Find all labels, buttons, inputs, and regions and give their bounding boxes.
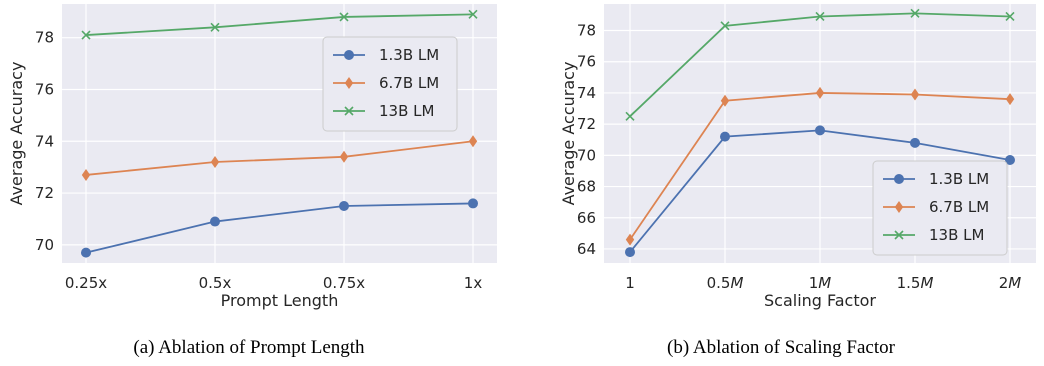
- chart-panel-scaling-factor: 64 66 68 70 72 74 76 78 1 0.5M 1M 1.5M 2M Scaling Fac…: [559, 4, 1036, 310]
- y-tick-label: 74: [35, 132, 54, 150]
- data-point-13b-lm: [720, 21, 730, 31]
- x-axis-label: Scaling Factor: [764, 291, 876, 310]
- y-tick-label: 76: [577, 53, 596, 71]
- data-point-13b-lm: [910, 8, 920, 18]
- legend-swatch-marker: [344, 106, 354, 116]
- data-point-6-7b-lm: [339, 150, 349, 163]
- data-point-13b-lm: [625, 111, 635, 121]
- data-point-13b-lm: [815, 11, 825, 22]
- series-line-13b-lm: [85, 13, 474, 36]
- legend: 1.3B LM 6.7B LM 13B LM: [872, 160, 1008, 256]
- y-axis-label: Average Accuracy: [7, 62, 26, 206]
- legend-label: 6.7B LM: [929, 198, 989, 216]
- data-point-13b-lm: [339, 12, 349, 22]
- legend-label: 6.7B LM: [379, 74, 439, 92]
- y-tick-label: 78: [577, 22, 596, 40]
- data-point-13b-lm: [81, 30, 91, 40]
- x-tick-label: 1M: [809, 274, 832, 292]
- data-point-13b-lm: [210, 22, 220, 32]
- data-point-1-3b-lm: [1005, 155, 1015, 166]
- y-tick-label: 74: [577, 84, 596, 102]
- legend-box: [322, 36, 458, 132]
- caption-a: (a) Ablation of Prompt Length: [133, 337, 365, 358]
- data-point-6-7b-lm: [210, 155, 220, 168]
- data-point-6-7b-lm: [625, 233, 635, 246]
- legend-label: 1.3B LM: [929, 170, 989, 188]
- legend-label: 13B LM: [929, 226, 984, 244]
- legend-swatch-marker: [344, 77, 354, 89]
- y-tick-label: 76: [35, 80, 54, 98]
- legend-swatch-marker: [894, 230, 904, 240]
- legend-swatch-marker: [894, 201, 904, 213]
- series-line-6-7b-lm: [85, 140, 474, 176]
- legend-swatch-marker: [344, 50, 354, 60]
- chart-panel-prompt-length: 70 72 74 76 78 0.25x 0.5x 0.75x 1x Prompt Length A…: [7, 4, 497, 310]
- y-tick-label: 78: [35, 29, 54, 47]
- data-point-13b-lm: [468, 9, 478, 19]
- caption-b: (b) Ablation of Scaling Factor: [667, 337, 896, 358]
- legend-box: [872, 160, 1008, 256]
- data-point-1-3b-lm: [468, 198, 478, 209]
- x-tick-label: 0.5x: [199, 274, 232, 292]
- x-tick-label: 0.5M: [707, 274, 744, 292]
- x-tick-label: 2M: [999, 274, 1022, 292]
- y-tick-label: 72: [35, 184, 54, 202]
- data-point-6-7b-lm: [720, 94, 730, 107]
- y-tick-label: 72: [577, 115, 596, 133]
- legend: 1.3B LM 6.7B LM 13B LM: [322, 36, 458, 132]
- data-point-1-3b-lm: [81, 247, 91, 258]
- series-line-1-3b-lm: [85, 202, 474, 254]
- legend-label: 13B LM: [379, 102, 434, 120]
- legend-label: 1.3B LM: [379, 46, 439, 64]
- x-tick-label: 1.5M: [897, 274, 934, 292]
- data-point-1-3b-lm: [339, 201, 349, 212]
- x-tick-label: 0.75x: [323, 274, 365, 292]
- y-tick-label: 64: [577, 240, 596, 258]
- x-axis-label: Prompt Length: [221, 291, 339, 310]
- data-point-1-3b-lm: [210, 216, 220, 227]
- data-point-13b-lm: [1005, 11, 1015, 22]
- data-point-6-7b-lm: [815, 86, 825, 99]
- y-tick-label: 66: [577, 209, 596, 227]
- y-tick-label: 68: [577, 178, 596, 196]
- x-tick-label: 1x: [464, 274, 483, 292]
- y-axis-label: Average Accuracy: [559, 62, 578, 206]
- data-point-1-3b-lm: [625, 247, 635, 258]
- y-tick-label: 70: [577, 146, 596, 164]
- data-point-6-7b-lm: [81, 168, 91, 181]
- data-point-6-7b-lm: [1005, 93, 1015, 106]
- data-point-1-3b-lm: [815, 125, 825, 136]
- y-tick-label: 70: [35, 236, 54, 254]
- data-point-6-7b-lm: [468, 135, 478, 148]
- legend-swatch-marker: [894, 174, 904, 184]
- data-point-1-3b-lm: [720, 131, 730, 142]
- data-point-6-7b-lm: [910, 88, 920, 101]
- x-tick-label: 1: [625, 274, 635, 292]
- data-point-1-3b-lm: [910, 137, 920, 148]
- x-tick-label: 0.25x: [65, 274, 107, 292]
